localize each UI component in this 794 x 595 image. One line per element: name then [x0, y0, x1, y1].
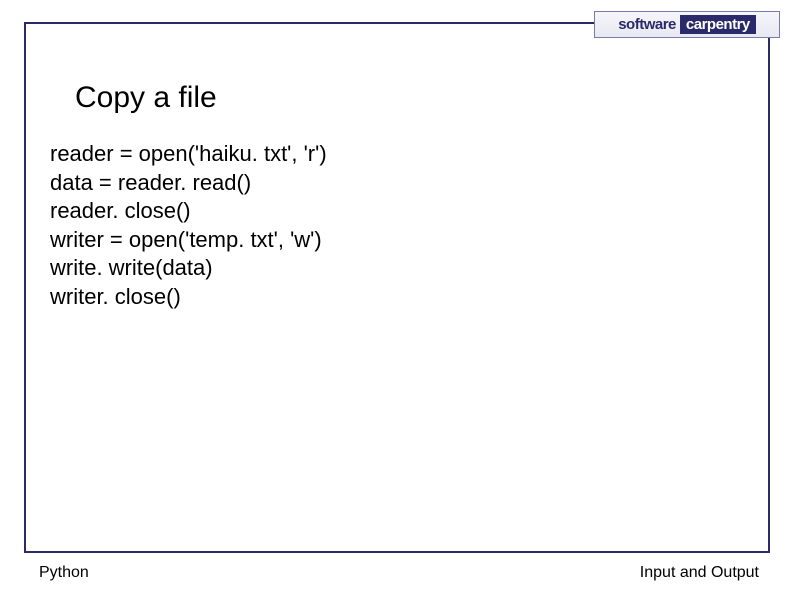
footer-left: Python — [39, 564, 89, 582]
code-line: writer = open('temp. txt', 'w') — [50, 226, 327, 255]
code-line: reader = open('haiku. txt', 'r') — [50, 140, 327, 169]
footer-right: Input and Output — [640, 564, 759, 582]
logo: software carpentry — [594, 11, 780, 38]
code-line: reader. close() — [50, 197, 327, 226]
slide-title: Copy a file — [75, 81, 217, 115]
code-line: data = reader. read() — [50, 169, 327, 198]
code-block: reader = open('haiku. txt', 'r') data = … — [50, 140, 327, 312]
logo-word-carpentry: carpentry — [680, 15, 756, 34]
logo-word-software: software — [618, 16, 676, 33]
logo-inner: software carpentry — [618, 15, 756, 34]
code-line: write. write(data) — [50, 254, 327, 283]
code-line: writer. close() — [50, 283, 327, 312]
